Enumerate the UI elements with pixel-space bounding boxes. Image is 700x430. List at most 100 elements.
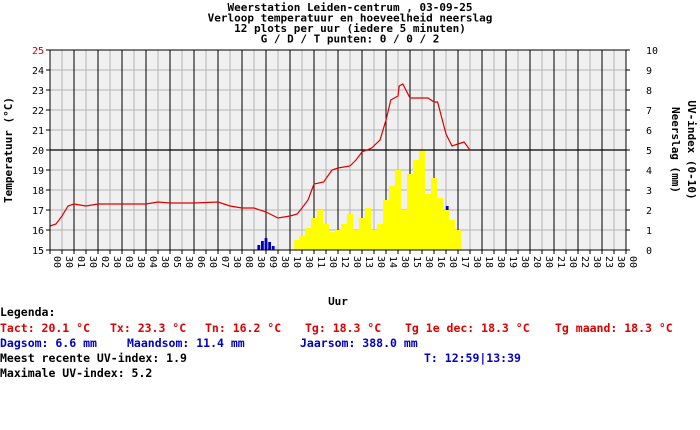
y-right-tick-label: 1 [646,226,652,237]
weather-chart: Weerstation Leiden-centrum , 03-09-25Ver… [2,1,698,308]
legend-jaarsom: Jaarsom: 388.0 mm [300,336,418,350]
chart-titles: Weerstation Leiden-centrum , 03-09-25Ver… [208,1,493,46]
x-tick-label: 09 [267,256,278,268]
x-tick-label: 30 [279,256,290,268]
y-right-tick-label: 4 [646,166,652,177]
x-tick-label: 15 [411,256,422,268]
legend-maandsom: Maandsom: 11.4 mm [127,336,245,350]
x-tick-label: 22 [579,256,590,268]
legend-uv-recent: Meest recente UV-index: 1.9 [0,351,187,365]
y-right-tick-label: 3 [646,186,652,197]
x-tick-label: 21 [555,256,566,268]
y-left-tick-label: 19 [32,166,44,177]
x-tick-label: 19 [507,256,518,268]
uv-bar [294,240,301,250]
x-tick-label: 04 [147,256,158,268]
rain-bar [261,241,264,250]
x-tick-label: 00 [51,256,62,268]
legend-tg: Tg: 18.3 °C [305,321,382,335]
rain-bar [271,246,275,250]
temperature-line [49,83,471,227]
y-right-axis-label-uv: UV-index (0-10) [685,100,698,199]
x-tick-label: 11 [315,256,326,268]
y-left-tick-label: 20 [32,146,44,157]
y-right-tick-label: 2 [646,206,652,217]
x-tick-label: 30 [351,256,362,268]
x-tick-label: 16 [435,256,446,268]
x-tick-label: 30 [327,256,338,268]
x-tick-label: 30 [63,256,74,268]
uv-bar [401,210,407,250]
x-tick-label: 02 [99,256,110,268]
y-left-tick-label: 21 [32,126,44,137]
y-left-tick-label: 23 [32,86,44,97]
x-tick-label: 30 [399,256,410,268]
y-right-tick-label: 7 [646,106,652,117]
uv-bar [383,200,389,250]
x-tick-label: 30 [231,256,242,268]
uv-bar [353,230,359,250]
uv-bar [329,232,335,250]
uv-bar [419,150,425,250]
uv-bar [335,230,341,250]
uv-bar [371,230,377,250]
x-tick-label: 30 [135,256,146,268]
uv-bar [365,208,371,250]
uv-bar [311,218,317,250]
header-line2: Verloop temperatuur en hoeveelheid neers… [208,12,493,25]
uv-bar [449,220,455,250]
x-tick-label: 30 [519,256,530,268]
y-left-tick-label: 16 [32,226,44,237]
x-tick-label: 07 [219,256,230,268]
x-tick-label: 30 [207,256,218,268]
x-tick-label: 06 [195,256,206,268]
legend-tn: Tn: 16.2 °C [205,321,282,335]
x-tick-label: 03 [123,256,134,268]
x-tick-label: 30 [543,256,554,268]
x-tick-label: 23 [603,256,614,268]
x-tick-label: 30 [471,256,482,268]
uv-bar [431,178,437,250]
x-tick-label: 10 [291,256,302,268]
x-tick-label: 14 [387,256,398,268]
legend-tx: Tx: 23.3 °C [110,321,187,335]
legend-tact: Tact: 20.1 °C [0,321,91,335]
y-left-tick-label: 17 [32,206,44,217]
uv-bar [395,170,401,250]
x-tick-label: 30 [615,256,626,268]
x-tick-label: 30 [375,256,386,268]
y-left-tick-label: 22 [32,106,44,117]
rain-bar [257,245,261,250]
x-tick-label: 30 [255,256,266,268]
y-right-tick-label: 8 [646,86,652,97]
y-right-tick-label: 6 [646,126,652,137]
uv-bar [359,218,365,250]
y-left-axis-label: Temperatuur (°C) [2,97,15,203]
uv-bar [389,186,395,250]
legend-t-time: T: 12:59|13:39 [424,351,521,365]
uv-bar [425,194,431,250]
uv-bar [437,198,443,250]
x-tick-label: 20 [531,256,542,268]
uv-bar [347,214,353,250]
x-tick-label: 30 [591,256,602,268]
x-tick-label: 12 [339,256,350,268]
y-right-tick-label: 5 [646,146,652,157]
x-axis-label: Uur [328,295,348,308]
rain-bar [264,238,268,250]
legend-uv-max: Maximale UV-index: 5.2 [0,366,153,380]
legend-dagsom: Dagsom: 6.6 mm [0,336,97,350]
x-tick-label: 01 [75,256,86,268]
x-tick-label: 30 [495,256,506,268]
rain-bar [268,242,271,250]
y-right-axis-label-rain: Neerslag (mm) [669,107,682,193]
x-tick-label: 30 [423,256,434,268]
y-right-tick-label: 0 [646,246,652,257]
x-tick-label: 05 [171,256,182,268]
uv-bar [323,224,329,250]
header-line4: G / D / T punten: 0 / 0 / 2 [261,33,440,46]
x-tick-label: 13 [363,256,374,268]
x-tick-label: 30 [447,256,458,268]
y-right-tick-label: 9 [646,66,652,77]
x-tick-label: 30 [303,256,314,268]
